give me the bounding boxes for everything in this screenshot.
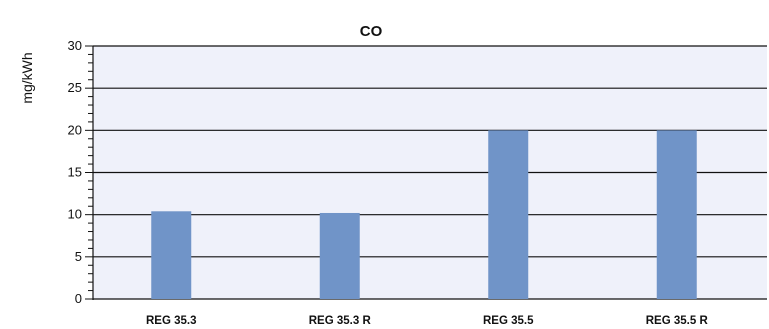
x-tick-label: REG 35.5 xyxy=(483,315,534,327)
x-tick-label: REG 35.3 xyxy=(146,315,197,327)
y-tick-label: 0 xyxy=(75,291,82,306)
y-tick-label: 25 xyxy=(68,80,82,95)
y-axis xyxy=(85,45,94,300)
x-tick-label: REG 35.3 R xyxy=(309,315,372,327)
gridlines xyxy=(93,45,767,300)
y-axis-label: mg/kWh xyxy=(19,52,35,103)
y-tick-label: 30 xyxy=(68,38,82,53)
y-tick-label: 20 xyxy=(68,122,82,137)
y-tick-labels: 0 5 10 15 20 25 30 xyxy=(68,38,82,306)
chart-title: CO xyxy=(360,23,383,40)
x-tick-label: REG 35.5 R xyxy=(646,315,709,327)
y-tick-label: 15 xyxy=(68,165,82,180)
bar xyxy=(656,130,697,299)
bar xyxy=(319,212,360,299)
bars xyxy=(151,130,697,299)
x-tick-labels: REG 35.3 REG 35.3 R REG 35.5 REG 35.5 R xyxy=(146,315,708,327)
y-tick-label: 10 xyxy=(68,207,82,222)
bar xyxy=(488,130,529,299)
y-tick-label: 5 xyxy=(75,249,82,264)
bar xyxy=(151,211,192,299)
